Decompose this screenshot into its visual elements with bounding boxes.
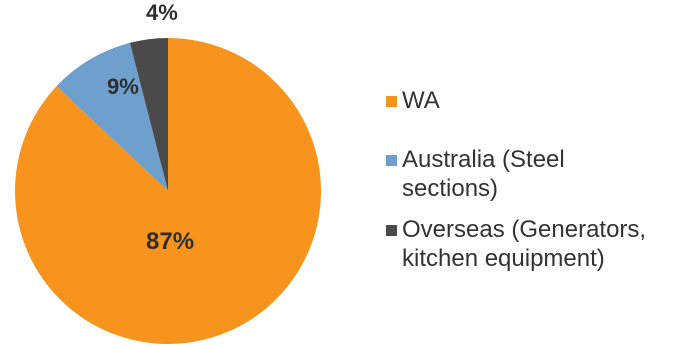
- pie-slice-overseas: [129, 38, 168, 191]
- legend-item-overseas: Overseas (Generators, kitchen equipment): [386, 215, 676, 273]
- legend-label-overseas-line2: kitchen equipment): [402, 245, 605, 272]
- pie-slice-wa: [14, 38, 321, 344]
- legend-label-australia-line1: Australia (Steel: [402, 146, 565, 173]
- legend-item-wa: WA: [386, 86, 676, 115]
- pie-label-overseas: 4%: [146, 0, 178, 25]
- legend-label-overseas-line1: Overseas (Generators,: [402, 216, 647, 243]
- legend-label-australia-line2: sections): [402, 175, 499, 202]
- legend-swatch-wa: [386, 96, 397, 107]
- legend-label-wa: WA: [402, 87, 440, 114]
- pie-label-wa: 87%: [146, 228, 194, 255]
- legend-item-australia: Australia (Steel sections): [386, 145, 676, 203]
- pie-slice-australia: [56, 42, 168, 192]
- legend-swatch-australia: [386, 155, 397, 166]
- legend: WA Australia (Steel sections) Overseas (…: [386, 86, 676, 273]
- legend-swatch-overseas: [386, 225, 397, 236]
- pie-label-australia: 9%: [107, 74, 139, 99]
